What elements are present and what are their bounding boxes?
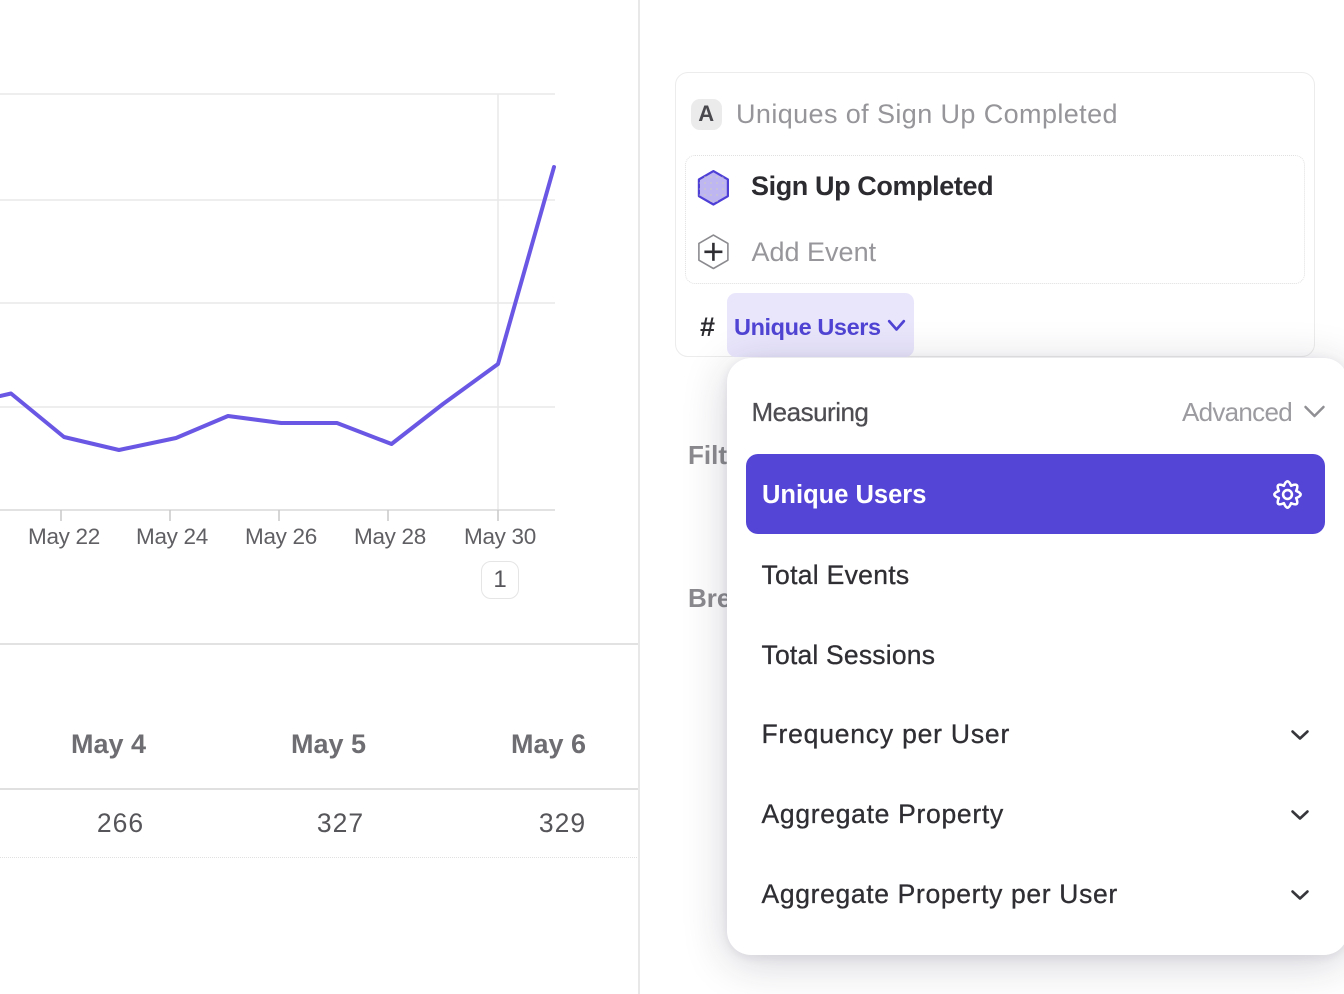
svg-text:May 30: May 30 (464, 524, 536, 549)
svg-text:May 24: May 24 (136, 524, 208, 549)
svg-text:May 22: May 22 (28, 524, 100, 549)
svg-text:May 26: May 26 (245, 524, 317, 549)
svg-text:May 28: May 28 (354, 524, 426, 549)
